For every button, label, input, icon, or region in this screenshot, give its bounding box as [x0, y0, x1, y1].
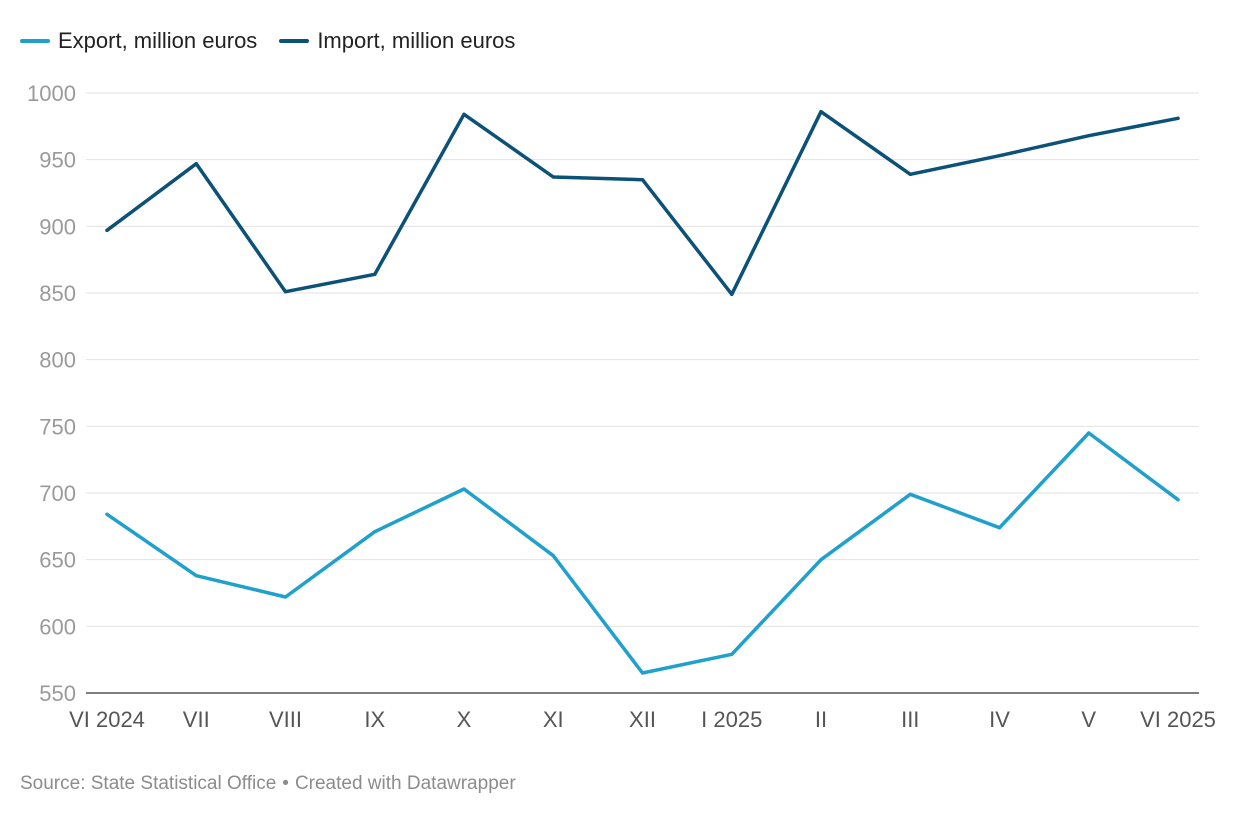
x-tick-label: IV — [989, 707, 1010, 732]
y-tick-label: 650 — [39, 548, 76, 573]
data-point-import — [105, 228, 109, 232]
x-tick-label: X — [457, 707, 472, 732]
data-point-export — [640, 671, 645, 675]
data-point-export — [730, 652, 734, 656]
data-point-import — [462, 112, 466, 116]
legend-swatch-export — [20, 39, 50, 43]
series-line-export — [105, 431, 1180, 675]
y-tick-label: 950 — [39, 148, 76, 173]
x-tick-label: XI — [543, 707, 564, 732]
data-point-export — [551, 554, 555, 558]
legend-swatch-import — [279, 39, 310, 43]
data-point-import — [997, 154, 1002, 158]
legend-label-import: Import, million euros — [317, 28, 516, 53]
footer-separator: • — [282, 773, 289, 794]
data-point-export — [105, 512, 109, 516]
y-tick-label: 900 — [39, 214, 76, 239]
x-tick-label: V — [1081, 707, 1096, 732]
x-tick-label: I 2025 — [701, 707, 762, 732]
y-tick-label: 1000 — [27, 81, 76, 106]
series-line-import — [105, 109, 1180, 297]
y-tick-label: 550 — [39, 681, 76, 706]
legend-item-import: Import, million euros — [279, 28, 515, 54]
data-point-export — [283, 595, 288, 599]
x-tick-label: VI 2024 — [69, 707, 145, 732]
chart-footer: Source: State Statistical Office • Created… — [20, 773, 516, 795]
x-tick-label: VIII — [269, 707, 302, 732]
chart-legend: Export, million euros Import, million eu… — [20, 26, 515, 56]
x-tick-label: XII — [629, 707, 656, 732]
data-point-import — [640, 178, 645, 182]
y-tick-label: 800 — [39, 348, 76, 373]
y-tick-label: 850 — [39, 281, 76, 306]
y-tick-label: 600 — [39, 614, 76, 639]
data-point-import — [283, 290, 288, 294]
data-point-import — [1087, 134, 1091, 138]
data-point-export — [373, 530, 377, 534]
x-tick-label: III — [901, 707, 919, 732]
data-point-import — [730, 292, 734, 296]
y-tick-label: 700 — [39, 481, 76, 506]
data-point-export — [1087, 431, 1091, 435]
data-point-import — [819, 110, 823, 114]
x-tick-label: VII — [183, 707, 210, 732]
credit-text: Created with Datawrapper — [294, 773, 516, 794]
data-point-export — [462, 487, 466, 491]
data-point-import — [194, 162, 198, 166]
x-tick-label: IX — [364, 707, 385, 732]
data-point-export — [1176, 498, 1180, 502]
legend-label-export: Export, million euros — [58, 28, 258, 53]
legend-item-export: Export, million euros — [20, 28, 257, 54]
source-text: Source: State Statistical Office — [20, 773, 277, 794]
data-point-import — [1176, 116, 1180, 120]
data-point-import — [908, 172, 912, 176]
data-point-export — [819, 558, 823, 562]
x-tick-label: II — [815, 707, 827, 732]
data-point-export — [997, 526, 1002, 530]
x-tick-label: VI 2025 — [1140, 707, 1216, 732]
y-tick-label: 750 — [39, 414, 76, 439]
data-point-import — [373, 272, 377, 276]
data-point-export — [194, 574, 198, 578]
data-point-export — [908, 492, 912, 496]
data-point-import — [551, 175, 555, 179]
